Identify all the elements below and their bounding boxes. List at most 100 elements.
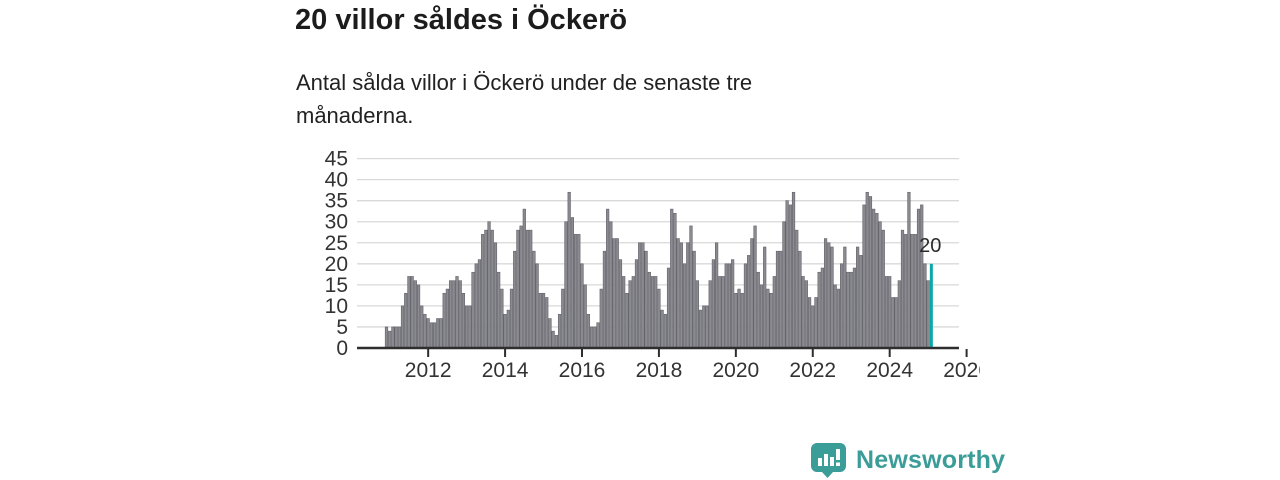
bar [634,259,639,349]
bar [859,255,863,349]
bar [644,250,648,349]
bar [907,191,911,349]
y-axis-label: 10 [325,295,348,318]
bar [686,242,690,349]
bar [702,305,706,349]
bar [827,242,831,349]
x-axis-label: 2022 [789,359,836,382]
bar [660,309,664,349]
bar [666,267,671,349]
bar [788,204,792,349]
newsworthy-logo-text: Newsworthy [856,445,1006,474]
bar [577,234,581,349]
bar [673,213,677,349]
bar [811,305,815,349]
bar [840,263,844,349]
bar [535,263,539,349]
bar [833,284,837,349]
bar [875,213,879,349]
bar [868,196,873,349]
x-axis-label: 2016 [559,359,606,382]
bar [471,271,475,349]
bar [750,238,754,349]
y-axis-label: 20 [325,253,348,276]
bar [593,326,597,349]
bar [388,330,392,349]
bar [913,234,917,349]
bar [583,284,587,349]
bar [715,242,719,349]
bar [545,297,549,349]
bar [493,242,498,349]
bar [484,229,488,349]
bar [801,276,805,349]
bar [449,280,453,349]
bar [779,250,783,349]
bar [612,238,616,349]
bar [849,271,853,349]
bar [557,314,562,349]
bar [638,242,642,349]
bar [647,271,651,349]
y-axis-label: 45 [325,148,348,171]
bar [657,288,661,349]
bar [743,263,748,349]
bar [698,309,703,349]
bar [570,217,574,349]
bar [856,246,860,349]
y-axis-label: 35 [325,190,348,213]
y-axis-label: 0 [336,337,348,360]
page-title: 20 villor såldes i Öckerö [295,4,628,36]
y-axis-label: 15 [325,274,348,297]
bar [420,305,424,349]
bar [740,292,744,349]
bar [532,250,536,349]
bar [769,292,773,349]
bar [426,318,430,349]
chart-subtitle: Antal sålda villor i Öckerö under de sen… [296,70,753,128]
bar [682,263,687,349]
bar [804,280,808,349]
bar [897,280,901,349]
bar [817,271,821,349]
bar [404,292,408,349]
bar [900,229,905,349]
bar [445,288,449,349]
bar [461,292,466,349]
bar [724,263,728,349]
bar [807,297,812,349]
bar [676,238,680,349]
bar [737,288,741,349]
bar [497,271,501,349]
y-axis-label: 40 [325,169,348,192]
x-axis-label: 2026 [943,359,980,382]
bar [525,229,530,349]
bar [423,314,427,349]
bar [519,225,523,349]
bar [695,280,699,349]
bar [628,280,632,349]
bar [888,276,892,349]
bar [872,208,876,349]
bar [561,288,565,349]
x-axis-label: 2018 [636,359,683,382]
bar [567,191,571,349]
bar [391,326,395,349]
bar [663,314,667,349]
bar [538,292,542,349]
bar [772,276,776,349]
bar [926,280,930,349]
bar [923,263,927,349]
bar [416,284,421,349]
bar [836,288,841,349]
bar [609,221,613,349]
bar [500,288,504,349]
bar [551,330,555,349]
bar [580,263,584,349]
bar [654,276,658,349]
bar [407,276,411,349]
bar [541,292,546,349]
bar [384,326,389,349]
bar [548,318,552,349]
